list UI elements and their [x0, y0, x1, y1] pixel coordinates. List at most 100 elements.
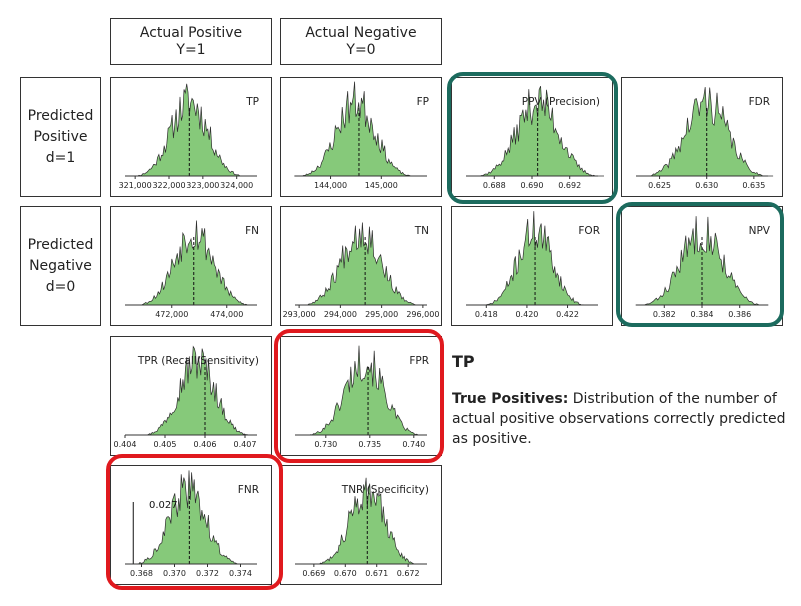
- chart-title: TN: [414, 225, 429, 237]
- x-tick-label: 0.386: [728, 310, 751, 319]
- density-area: [640, 87, 774, 177]
- x-tick-label: 0.382: [653, 310, 676, 319]
- chart-title: FNR: [238, 484, 259, 496]
- histogram-npv: 0.382 0.384 0.386 NPV: [635, 216, 771, 319]
- histogram-tpr: 0.404 0.405 0.406 0.407 TPR (Recall/Sensitiv…: [114, 345, 259, 449]
- x-tick-label: 0.370: [163, 569, 186, 578]
- x-tick-label: 0.735: [358, 440, 381, 449]
- row-label-predicted-negative-line2: Negative: [29, 257, 92, 274]
- x-tick-label: 0.635: [742, 181, 765, 190]
- chart-cell-fp[interactable]: 144,000 145,000 FP: [280, 77, 442, 197]
- row-label-predicted-positive-line2: Positive: [33, 128, 88, 145]
- x-tick-label: 0.671: [365, 569, 388, 578]
- x-tick-label: 293,000: [283, 310, 316, 319]
- x-tick-label: 0.405: [154, 440, 177, 449]
- info-description: True Positives: Distribution of the numb…: [452, 389, 797, 449]
- x-tick-label: 0.420: [515, 310, 538, 319]
- x-tick-label: 474,000: [210, 310, 243, 319]
- density-area: [297, 222, 425, 306]
- x-tick-label: 144,000: [314, 181, 347, 190]
- histogram-fnr: 0.027 0.368 0.370 0.372 0.374 FNR: [125, 470, 259, 578]
- header-actual-negative: Actual Negative Y=0: [280, 18, 442, 65]
- density-area: [294, 81, 418, 177]
- density-area: [302, 345, 427, 436]
- x-tick-label: 0.374: [229, 569, 252, 578]
- chart-cell-for[interactable]: 0.418 0.420 0.422 FOR: [451, 206, 613, 326]
- info-text: Distribution of the number of actual pos…: [452, 391, 786, 447]
- histogram-fn: 472,000 474,000 FN: [125, 220, 259, 319]
- histogram-tp: 321,000 322,000 323,000 324,000 TP: [119, 83, 259, 190]
- row-label-predicted-positive: Predicted Positive d=1: [20, 77, 101, 197]
- row-label-predicted-negative-line3: d=0: [45, 278, 76, 295]
- chart-cell-fn[interactable]: 472,000 474,000 FN: [110, 206, 272, 326]
- x-tick-label: 0.404: [114, 440, 137, 449]
- highlight-fpr: [274, 329, 444, 463]
- histogram-tn: 293,000 294,000 295,000 296,000 TN: [283, 222, 439, 319]
- chart-title: FN: [245, 225, 259, 237]
- x-tick-label: 0.692: [558, 181, 581, 190]
- x-tick-label: 0.407: [234, 440, 257, 449]
- row-label-predicted-negative: Predicted Negative d=0: [20, 206, 101, 326]
- x-tick-label: 295,000: [365, 310, 398, 319]
- x-tick-label: 0.384: [691, 310, 714, 319]
- x-tick-label: 0.670: [334, 569, 357, 578]
- chart-title: FP: [417, 96, 429, 108]
- histogram-tnr: 0.669 0.670 0.671 0.672 TNR (Specificity): [295, 477, 429, 578]
- chart-cell-tnr[interactable]: 0.669 0.670 0.671 0.672 TNR (Specificity): [280, 465, 442, 585]
- x-tick-label: 296,000: [406, 310, 439, 319]
- x-tick-label: 0.625: [648, 181, 671, 190]
- x-tick-label: 145,000: [365, 181, 398, 190]
- chart-title: FDR: [749, 96, 770, 108]
- chart-title: TPR (Recall/Sensitivity): [137, 355, 259, 367]
- x-tick-label: 323,000: [186, 181, 219, 190]
- x-tick-label: 294,000: [324, 310, 357, 319]
- histogram-fpr: 0.730 0.735 0.740 FPR: [295, 345, 429, 449]
- annotation-label: 0.027: [149, 500, 178, 511]
- chart-cell-tn[interactable]: 293,000 294,000 295,000 296,000 TN: [280, 206, 442, 326]
- density-area: [635, 216, 769, 306]
- x-tick-label: 0.368: [130, 569, 153, 578]
- histogram-ppv: 0.688 0.690 0.692 PPV (Precision): [466, 85, 604, 190]
- highlight-ppv: [447, 72, 618, 204]
- histogram-fp: 144,000 145,000 FP: [294, 81, 429, 190]
- chart-title: TP: [245, 96, 259, 108]
- info-term: True Positives:: [452, 391, 569, 407]
- x-tick-label: 0.688: [483, 181, 506, 190]
- x-tick-label: 0.672: [397, 569, 420, 578]
- histogram-fdr: 0.625 0.630 0.635 FDR: [636, 87, 774, 190]
- x-tick-label: 0.690: [521, 181, 544, 190]
- header-actual-positive: Actual Positive Y=1: [110, 18, 272, 65]
- chart-title: NPV: [749, 225, 771, 237]
- x-tick-label: 0.669: [302, 569, 325, 578]
- info-title: TP: [452, 352, 475, 371]
- density-area: [312, 477, 423, 565]
- x-tick-label: 0.422: [556, 310, 579, 319]
- row-label-predicted-positive-line3: d=1: [45, 149, 76, 166]
- chart-title: PPV (Precision): [522, 96, 600, 108]
- chart-cell-tpr[interactable]: 0.404 0.405 0.406 0.407 TPR (Recall/Sensitiv…: [110, 336, 272, 456]
- x-tick-label: 0.730: [314, 440, 337, 449]
- chart-title: FPR: [409, 355, 429, 367]
- header-actual-positive-line1: Actual Positive: [139, 24, 243, 41]
- density-area: [471, 85, 604, 177]
- chart-cell-tp[interactable]: 321,000 322,000 323,000 324,000 TP: [110, 77, 272, 197]
- x-tick-label: 472,000: [155, 310, 188, 319]
- x-tick-label: 0.740: [402, 440, 425, 449]
- x-tick-label: 0.406: [194, 440, 217, 449]
- x-tick-label: 0.630: [695, 181, 718, 190]
- x-tick-label: 324,000: [220, 181, 253, 190]
- chart-cell-ppv[interactable]: 0.688 0.690 0.692 PPV (Precision): [451, 77, 613, 197]
- density-area: [129, 470, 246, 565]
- header-actual-negative-line2: Y=0: [346, 41, 376, 58]
- x-tick-label: 322,000: [152, 181, 185, 190]
- row-label-predicted-negative-line1: Predicted: [27, 236, 94, 253]
- highlight-npv: [616, 202, 784, 327]
- x-tick-label: 321,000: [119, 181, 152, 190]
- density-area: [139, 345, 255, 436]
- histogram-for: 0.418 0.420 0.422 FOR: [466, 211, 600, 319]
- x-tick-label: 0.372: [196, 569, 219, 578]
- header-actual-positive-line2: Y=1: [176, 41, 206, 58]
- chart-cell-fdr[interactable]: 0.625 0.630 0.635 FDR: [621, 77, 783, 197]
- chart-cell-fnr[interactable]: 0.027 0.368 0.370 0.372 0.374 FNR: [110, 465, 272, 585]
- chart-title: TNR (Specificity): [341, 484, 429, 496]
